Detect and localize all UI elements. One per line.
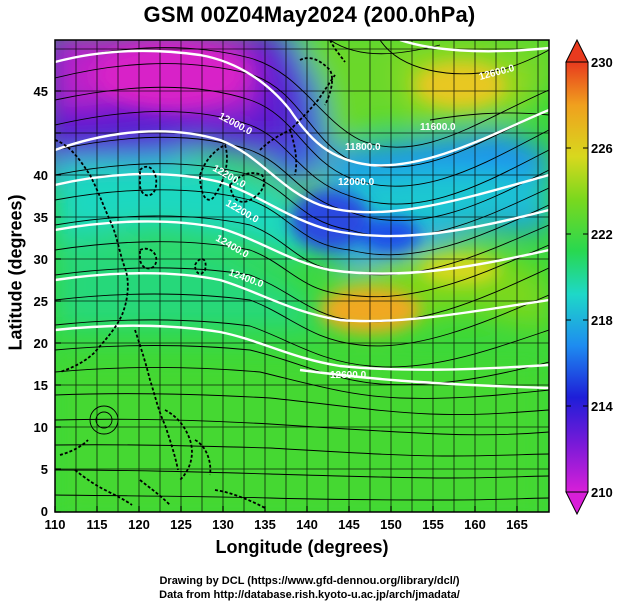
y-tick-label: 20 bbox=[34, 336, 48, 351]
y-tick-label: 15 bbox=[34, 378, 48, 393]
credit-drawing: Drawing by DCL (https://www.gfd-dennou.o… bbox=[159, 575, 460, 587]
x-tick-label: 115 bbox=[87, 517, 108, 532]
x-tick-label: 135 bbox=[254, 517, 276, 532]
colorbar-tick-label: 230 bbox=[591, 55, 613, 70]
contour-label: 12600.0 bbox=[330, 370, 367, 381]
colorbar-tick-label: 210 bbox=[591, 485, 613, 500]
chart-title: GSM 00Z04May2024 (200.0hPa) bbox=[143, 2, 476, 27]
credit-data-source: Data from http://database.rish.kyoto-u.a… bbox=[159, 589, 460, 601]
contour-label: 11600.0 bbox=[420, 122, 456, 133]
y-tick-label: 25 bbox=[34, 294, 48, 309]
contour-label: 11800.0 bbox=[345, 142, 381, 153]
x-tick-label: 125 bbox=[170, 517, 192, 532]
x-axis: 110 115 120 125 130 135 140 145 150 155 … bbox=[45, 506, 528, 532]
x-tick-label: 110 bbox=[45, 517, 66, 532]
plot-frame bbox=[54, 39, 550, 513]
coastlines bbox=[55, 40, 346, 509]
y-tick-label: 10 bbox=[34, 420, 48, 435]
colorbar: 210 214 218 222 226 230 bbox=[565, 38, 613, 516]
y-tick-label: 40 bbox=[34, 168, 48, 183]
colorbar-tick-label: 214 bbox=[591, 399, 613, 414]
colorbar-tick-label: 218 bbox=[591, 313, 613, 328]
x-tick-label: 150 bbox=[380, 517, 402, 532]
y-tick-label: 0 bbox=[41, 504, 48, 519]
y-tick-label: 5 bbox=[41, 462, 48, 477]
lat-lon-grid bbox=[55, 40, 549, 512]
x-axis-label: Longitude (degrees) bbox=[215, 537, 389, 557]
x-tick-label: 160 bbox=[464, 517, 486, 532]
colorbar-top-arrow bbox=[565, 38, 589, 63]
colorbar-tick-label: 226 bbox=[591, 141, 613, 156]
colorbar-bottom-arrow bbox=[565, 491, 589, 516]
height-contours bbox=[55, 40, 549, 390]
contour-label: 12000.0 bbox=[338, 177, 375, 188]
x-tick-label: 145 bbox=[338, 517, 360, 532]
y-tick-label: 30 bbox=[34, 252, 48, 267]
x-tick-label: 140 bbox=[296, 517, 318, 532]
x-tick-label: 165 bbox=[506, 517, 528, 532]
y-axis: 0 5 10 15 20 25 30 35 40 45 bbox=[34, 84, 61, 519]
y-tick-label: 45 bbox=[34, 84, 48, 99]
colorbar-tick-label: 222 bbox=[591, 227, 613, 242]
x-tick-label: 130 bbox=[212, 517, 234, 532]
colorbar-scale bbox=[565, 61, 589, 493]
x-tick-label: 155 bbox=[422, 517, 444, 532]
y-axis-label: Latitude (degrees) bbox=[5, 194, 26, 351]
x-tick-label: 120 bbox=[128, 517, 150, 532]
y-tick-label: 35 bbox=[34, 210, 48, 225]
wind-streamlines bbox=[55, 40, 549, 501]
